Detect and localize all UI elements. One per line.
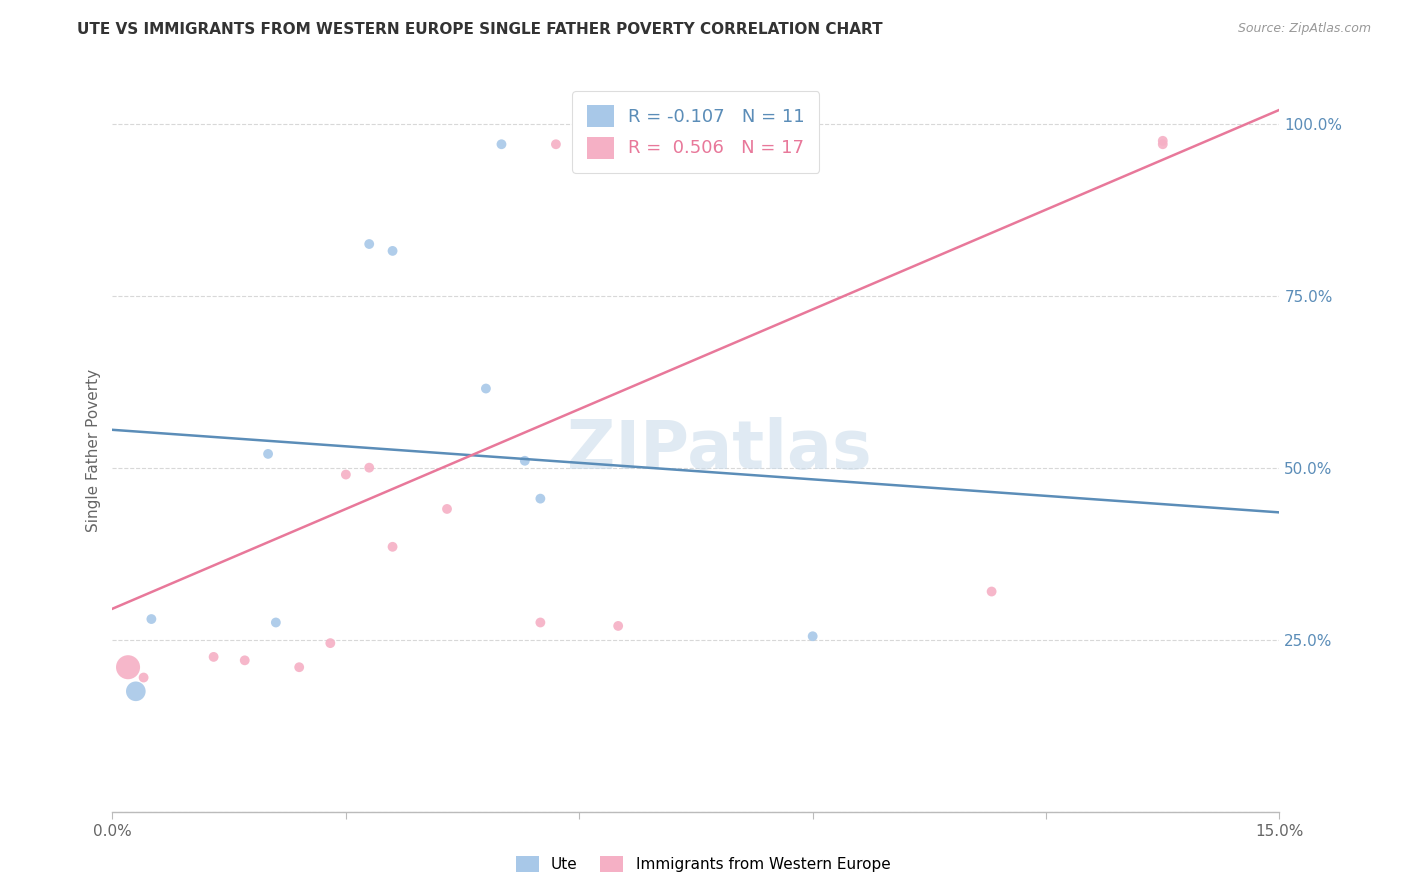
Point: [801, 629, 824, 643]
Point: [592, 137, 614, 152]
Point: [529, 491, 551, 506]
Point: [125, 684, 148, 698]
Point: [980, 584, 1002, 599]
Text: UTE VS IMMIGRANTS FROM WESTERN EUROPE SINGLE FATHER POVERTY CORRELATION CHART: UTE VS IMMIGRANTS FROM WESTERN EUROPE SI…: [77, 22, 883, 37]
Point: [359, 237, 381, 252]
Point: [381, 540, 404, 554]
Point: [202, 649, 225, 664]
Point: [1152, 134, 1174, 148]
Point: [1152, 137, 1174, 152]
Point: [319, 636, 342, 650]
Point: [132, 671, 155, 685]
Point: [257, 447, 280, 461]
Legend: R = -0.107   N = 11, R =  0.506   N = 17: R = -0.107 N = 11, R = 0.506 N = 17: [572, 91, 820, 173]
Point: [117, 660, 139, 674]
Point: [475, 382, 498, 396]
Text: Source: ZipAtlas.com: Source: ZipAtlas.com: [1237, 22, 1371, 36]
Text: ZIPatlas: ZIPatlas: [567, 417, 872, 483]
Point: [436, 502, 458, 516]
Point: [544, 137, 567, 152]
Point: [529, 615, 551, 630]
Point: [335, 467, 357, 482]
Point: [233, 653, 256, 667]
Point: [607, 619, 630, 633]
Point: [513, 454, 536, 468]
Point: [141, 612, 163, 626]
Y-axis label: Single Father Poverty: Single Father Poverty: [86, 369, 101, 532]
Point: [381, 244, 404, 258]
Point: [264, 615, 287, 630]
Point: [359, 460, 381, 475]
Point: [288, 660, 311, 674]
Point: [491, 137, 513, 152]
Legend: Ute, Immigrants from Western Europe: Ute, Immigrants from Western Europe: [508, 848, 898, 880]
